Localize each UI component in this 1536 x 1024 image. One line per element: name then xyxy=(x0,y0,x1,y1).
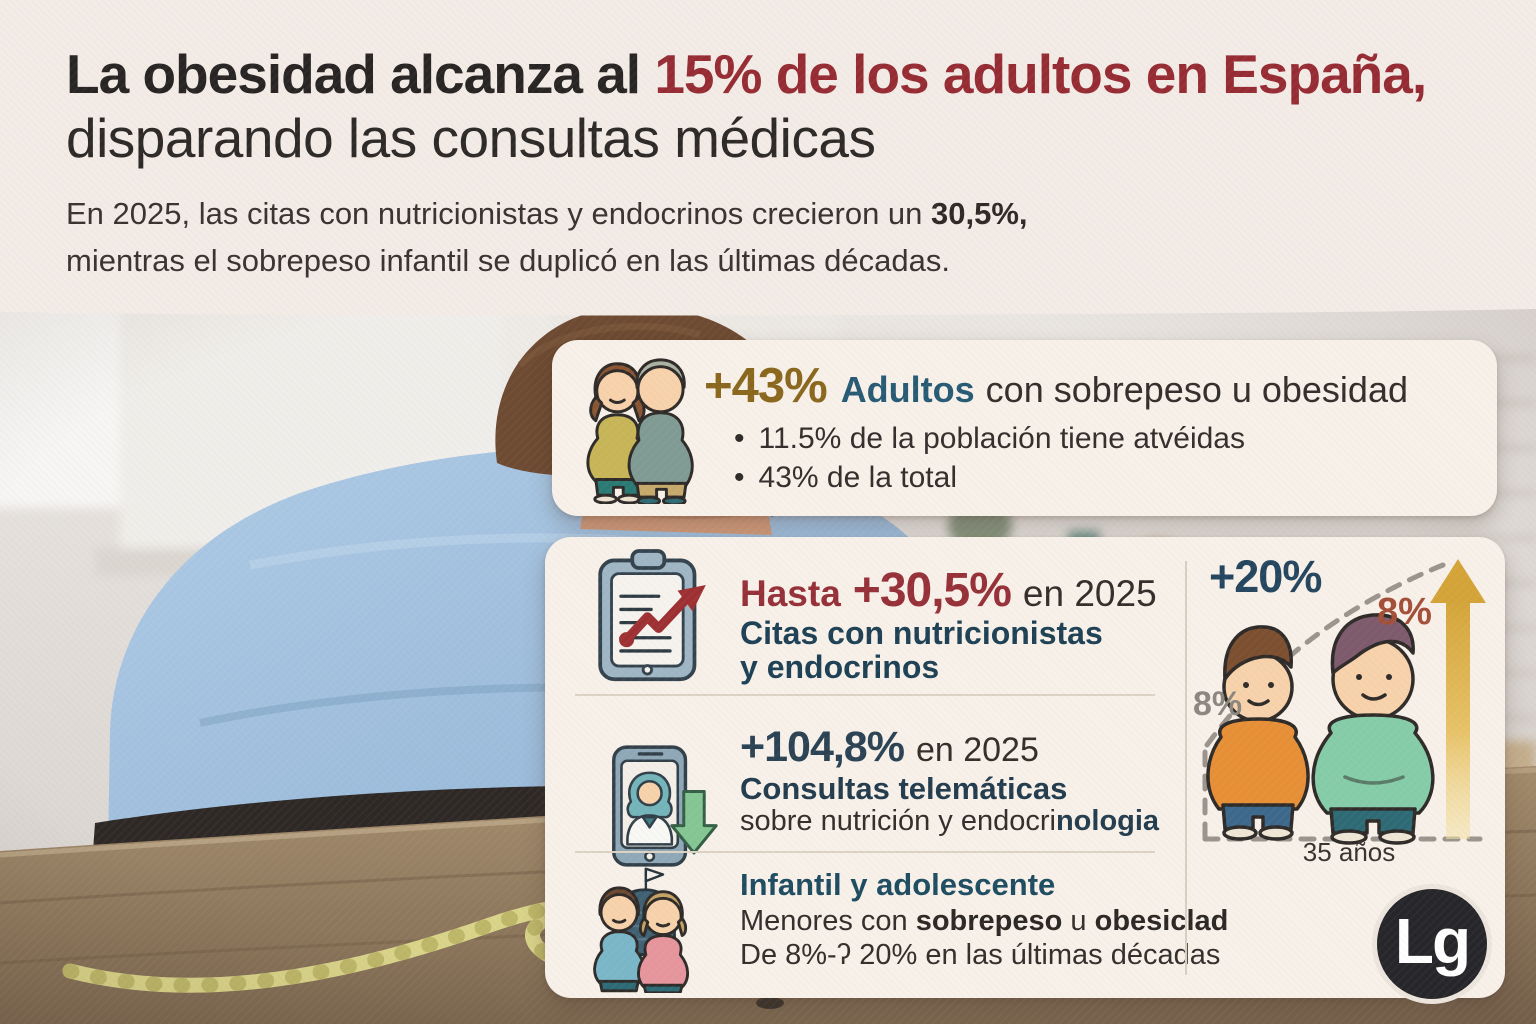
panel-stat: +20% xyxy=(1209,551,1322,602)
title-highlight: 15% de los adultos en España, xyxy=(654,43,1427,105)
page-title-line2: disparando las consultas médicas xyxy=(66,107,876,169)
subtitle-line1: En 2025, las citas con nutricionistas y … xyxy=(66,190,1426,237)
title-normal: La obesidad alcanza al xyxy=(66,43,655,105)
panel-end-label: 8% xyxy=(1377,591,1432,633)
page-title: La obesidad alcanza al 15% de los adulto… xyxy=(66,42,1427,106)
subtitle-bold: 30,5%, xyxy=(931,196,1028,231)
children-line1-bold2: obesiclad xyxy=(1094,905,1229,937)
adults-stat: +43% xyxy=(704,359,828,413)
nutritionists-lead: Hasta xyxy=(740,573,841,614)
adults-bullet-1: • 11.5% de la población tiene atvéidas xyxy=(734,422,1245,456)
nutritionists-stat-line: Hasta +30,5% en 2025 xyxy=(740,563,1157,618)
adults-bullet-1-text: 11.5% de la población tiene atvéidas xyxy=(758,422,1245,455)
telematic-desc-1: Consultas telemáticas xyxy=(740,771,1068,806)
panel-divider xyxy=(1185,561,1187,975)
overweight-couple-icon xyxy=(586,358,694,504)
adults-bullet-2-text: 43% de la total xyxy=(758,461,957,494)
children-line1-normal2: u xyxy=(1062,905,1095,937)
row-divider xyxy=(575,694,1155,696)
adults-label: Adultos xyxy=(840,369,975,410)
nutritionists-desc-2: y endocrinos xyxy=(740,649,940,685)
telematic-stat-line: +104,8% en 2025 xyxy=(740,723,1039,772)
nutritionists-year: en 2025 xyxy=(1022,573,1157,614)
consultations-card: Hasta +30,5% en 2025 Citas con nutricionis… xyxy=(545,537,1505,998)
telematic-stat: +104,8% xyxy=(740,723,905,771)
up-arrow-icon xyxy=(1430,559,1486,839)
children-line1: Menores con sobrepeso u obesiclad xyxy=(740,905,1228,938)
brand-logo: Lg xyxy=(1372,884,1492,1004)
subtitle-line2: mientras el sobrepeso infantil se duplic… xyxy=(66,243,950,278)
nutritionists-desc-1: Citas con nutricionistas xyxy=(740,615,1103,651)
telematic-desc-2-normal: sobre nutrición y endocri xyxy=(740,805,1056,837)
header: La obesidad alcanza al 15% de los adulto… xyxy=(66,42,1427,284)
adults-card: +43% Adultos con sobrepeso u obesidad • 11.… xyxy=(552,340,1497,516)
page-subtitle: En 2025, las citas con nutricionistas y … xyxy=(66,190,1426,284)
adults-label-rest: con sobrepeso u obesidad xyxy=(985,369,1408,410)
children-school-icon xyxy=(593,867,690,993)
bullet-icon: • xyxy=(734,461,745,494)
brand-logo-text: Lg xyxy=(1394,905,1471,977)
growth-chart-illustration xyxy=(1202,559,1486,845)
telematic-year: en 2025 xyxy=(915,731,1039,769)
adults-bullet-2: • 43% de la total xyxy=(734,461,957,495)
adults-stat-line: +43% Adultos con sobrepeso u obesidad xyxy=(704,358,1408,414)
children-title: Infantil y adolescente xyxy=(740,867,1056,902)
telematic-desc-2: sobre nutrición y endocrinologia xyxy=(740,805,1159,838)
children-line1-bold1: sobrepeso xyxy=(915,905,1063,937)
subtitle-normal: En 2025, las citas con nutricionistas y … xyxy=(66,196,932,231)
panel-start-label: 8% xyxy=(1193,685,1243,723)
nutritionists-stat: +30,5% xyxy=(852,564,1012,617)
telematic-desc-2-bold: nologia xyxy=(1055,805,1160,837)
children-line2: De 8%-ʔ 20% en las últimas décadas xyxy=(740,939,1221,971)
two-boys-illustration xyxy=(1206,613,1435,845)
row-divider xyxy=(575,851,1155,853)
bullet-icon: • xyxy=(734,422,745,455)
telehealth-phone-icon xyxy=(612,745,718,867)
panel-caption: 35 años xyxy=(1302,837,1396,867)
clipboard-chart-icon xyxy=(598,549,706,682)
children-line1-normal1: Menores con xyxy=(740,905,916,937)
